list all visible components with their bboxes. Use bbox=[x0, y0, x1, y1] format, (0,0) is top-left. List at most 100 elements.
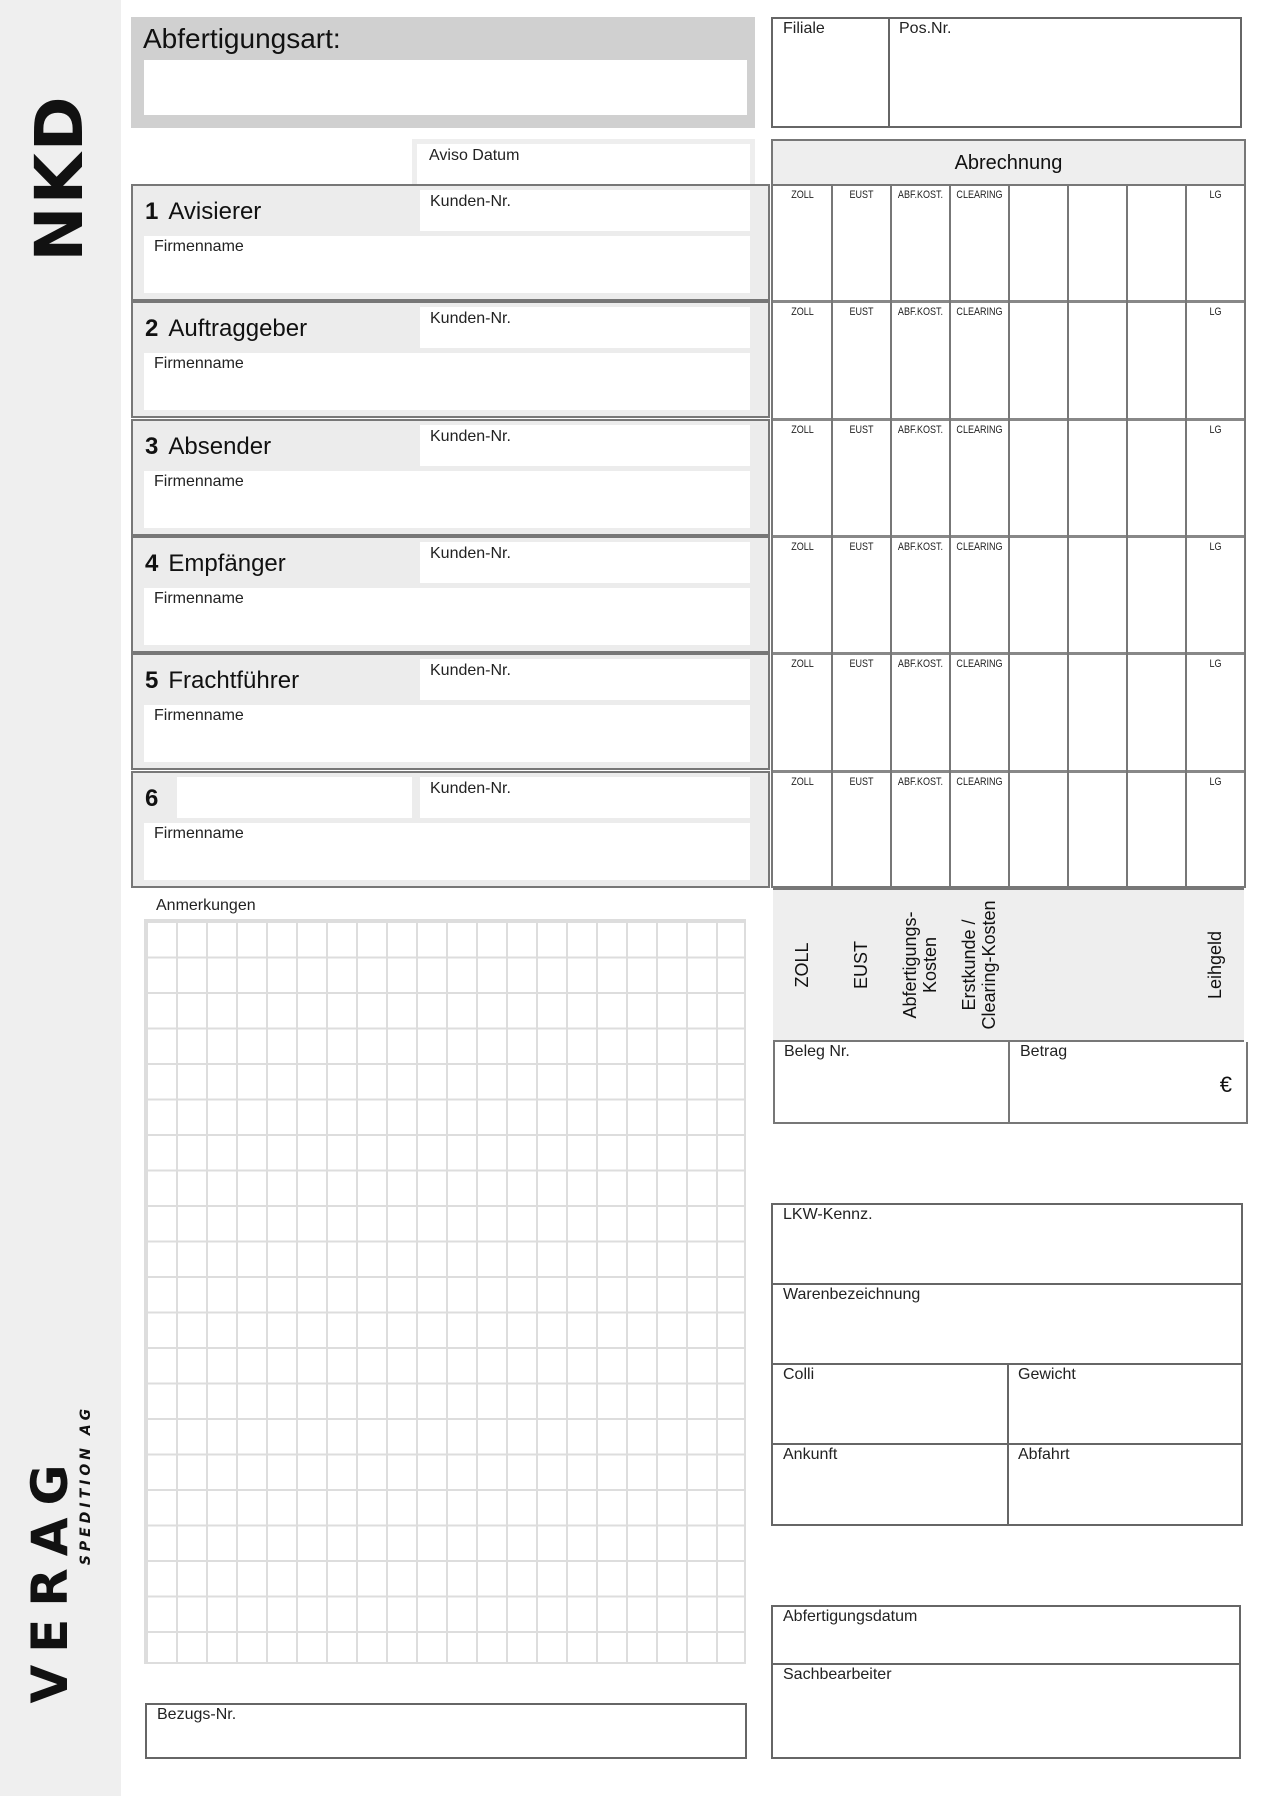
abrechnung-cell[interactable]: ABF.KOST. bbox=[897, 540, 944, 553]
abrechnung-cell[interactable] bbox=[1132, 306, 1180, 415]
party-section: 3 Absender Kunden-Nr. Firmenname bbox=[131, 418, 770, 536]
betrag-label: Betrag bbox=[1020, 1043, 1068, 1060]
abrechnung-cell[interactable]: ZOLL bbox=[791, 189, 814, 201]
abfertigungsart-field[interactable] bbox=[144, 60, 747, 115]
abrechnung-cell[interactable]: EUST bbox=[849, 189, 874, 201]
abrechnung-footer-header: ZOLL EUST Abfertigungs- Kosten Erstkunde / … bbox=[773, 888, 1244, 1042]
abrechnung-cell[interactable] bbox=[1132, 776, 1180, 885]
kunden-nr-field[interactable]: Kunden-Nr. bbox=[420, 541, 750, 583]
abrechnung-cell[interactable]: LG bbox=[1209, 658, 1222, 671]
ankunft-field[interactable]: Ankunft bbox=[773, 1445, 1009, 1524]
firmenname-label: Firmenname bbox=[154, 589, 244, 607]
aviso-datum-field[interactable]: Aviso Datum bbox=[412, 139, 755, 184]
sachbearbeiter-field[interactable]: Sachbearbeiter bbox=[773, 1665, 1239, 1757]
abrechnung-cell[interactable] bbox=[1073, 306, 1121, 415]
abrechnung-cell[interactable]: ABF.KOST. bbox=[897, 306, 944, 319]
abrechnung-cell[interactable]: EUST bbox=[849, 540, 874, 553]
firmenname-field[interactable]: Firmenname bbox=[144, 470, 750, 528]
abrechnung-cell[interactable]: EUST bbox=[849, 423, 874, 436]
beleg-nr-field[interactable]: Beleg Nr. bbox=[773, 1042, 1010, 1124]
party-section: 5 Frachtführer Kunden-Nr. Firmenname bbox=[131, 653, 770, 771]
aviso-datum-label: Aviso Datum bbox=[429, 147, 520, 164]
abrechnung-cell[interactable]: LG bbox=[1209, 189, 1222, 201]
abrechnung-cell[interactable]: ZOLL bbox=[791, 423, 814, 436]
abrechnung-cell[interactable]: ABF.KOST. bbox=[897, 775, 944, 788]
firmenname-field[interactable]: Firmenname bbox=[144, 236, 750, 293]
abrechnung-cell[interactable]: ZOLL bbox=[791, 658, 814, 671]
sachbearbeiter-label: Sachbearbeiter bbox=[783, 1666, 892, 1683]
abrechnung-cell[interactable] bbox=[1073, 189, 1121, 298]
abrechnung-table: Abrechnung ZOLL EUST ABF.KOST. CLEARING LG ZO… bbox=[771, 139, 1248, 1124]
kunden-nr-field[interactable]: Kunden-Nr. bbox=[420, 190, 750, 231]
abrechnung-cell[interactable]: ABF.KOST. bbox=[897, 423, 944, 436]
verag-logo-subtitle: SPEDITION AG bbox=[78, 1404, 94, 1566]
firmenname-field[interactable]: Firmenname bbox=[144, 822, 750, 880]
firmenname-field[interactable]: Firmenname bbox=[144, 587, 750, 645]
firmenname-field[interactable]: Firmenname bbox=[144, 353, 750, 411]
anmerkungen-grid[interactable] bbox=[144, 919, 746, 1664]
kunden-nr-field[interactable]: Kunden-Nr. bbox=[420, 307, 750, 349]
ware-field[interactable]: Warenbezeichnung bbox=[773, 1285, 1241, 1365]
abfertigungsart-label: Abfertigungsart: bbox=[143, 23, 341, 54]
filiale-pos-box: Filiale Pos.Nr. bbox=[771, 17, 1242, 128]
footer-column-label bbox=[1132, 892, 1180, 1038]
abrechnung-cell[interactable] bbox=[1014, 424, 1062, 533]
abrechnung-cell[interactable]: ZOLL bbox=[791, 775, 814, 788]
abrechnung-cell[interactable]: ZOLL bbox=[791, 540, 814, 553]
abrechnung-cell[interactable] bbox=[1132, 424, 1180, 533]
firmenname-label: Firmenname bbox=[154, 472, 244, 490]
abrechnung-cell[interactable] bbox=[1073, 424, 1121, 533]
abrechnung-cell[interactable]: EUST bbox=[849, 658, 874, 671]
abrechnung-cell[interactable] bbox=[1073, 541, 1121, 650]
abfahrt-field[interactable]: Abfahrt bbox=[1009, 1445, 1241, 1524]
footer-column-label: EUST bbox=[851, 941, 871, 990]
abrechnung-cell[interactable]: EUST bbox=[849, 775, 874, 788]
abrechnung-cell[interactable]: ABF.KOST. bbox=[897, 658, 944, 671]
kunden-nr-label: Kunden-Nr. bbox=[430, 662, 511, 680]
bezugs-nr-field[interactable]: Bezugs-Nr. bbox=[145, 1703, 747, 1759]
abrechnung-cell[interactable]: CLEARING bbox=[956, 423, 1003, 436]
abrechnung-cell[interactable]: LG bbox=[1209, 423, 1222, 436]
abrechnung-cell[interactable]: LG bbox=[1209, 306, 1222, 319]
section-name-field[interactable] bbox=[177, 776, 412, 818]
column-divider bbox=[1185, 186, 1187, 1042]
section-title: 1 Avisierer bbox=[145, 198, 262, 225]
abrechnung-cell[interactable]: LG bbox=[1209, 775, 1222, 788]
column-divider bbox=[831, 186, 833, 1042]
abrechnung-cell[interactable]: LG bbox=[1209, 540, 1222, 553]
kunden-nr-field[interactable]: Kunden-Nr. bbox=[420, 659, 750, 701]
kunden-nr-field[interactable]: Kunden-Nr. bbox=[420, 776, 750, 818]
lkw-field[interactable]: LKW-Kennz. bbox=[773, 1205, 1241, 1285]
beleg-nr-label: Beleg Nr. bbox=[784, 1043, 850, 1060]
abrechnung-cell[interactable] bbox=[1132, 541, 1180, 650]
abrechnung-cell[interactable] bbox=[1014, 658, 1062, 767]
abrechnung-cell[interactable] bbox=[1014, 306, 1062, 415]
abrechnung-cell[interactable]: CLEARING bbox=[956, 540, 1003, 553]
abrechnung-cell[interactable]: CLEARING bbox=[956, 775, 1003, 788]
abrechnung-cell[interactable]: CLEARING bbox=[956, 189, 1003, 201]
ware-label: Warenbezeichnung bbox=[783, 1286, 921, 1303]
betrag-field[interactable]: Betrag € bbox=[1008, 1042, 1248, 1124]
transport-box: LKW-Kennz. Warenbezeichnung Colli Gewich… bbox=[771, 1203, 1243, 1526]
abrechnung-cell[interactable] bbox=[1073, 776, 1121, 885]
colli-field[interactable]: Colli bbox=[773, 1365, 1009, 1445]
firmenname-label: Firmenname bbox=[154, 707, 244, 725]
abrechnung-cell[interactable] bbox=[1014, 189, 1062, 298]
abrechnung-cell[interactable] bbox=[1132, 658, 1180, 767]
abrechnung-cell[interactable]: CLEARING bbox=[956, 306, 1003, 319]
abrechnung-title: Abrechnung bbox=[773, 141, 1244, 186]
abrechnung-cell[interactable]: ZOLL bbox=[791, 306, 814, 319]
kunden-nr-field[interactable]: Kunden-Nr. bbox=[420, 424, 750, 466]
abrechnung-cell[interactable] bbox=[1132, 189, 1180, 298]
abrechnung-cell[interactable]: ABF.KOST. bbox=[897, 189, 944, 201]
colli-label: Colli bbox=[783, 1366, 815, 1383]
abrechnung-cell[interactable] bbox=[1073, 658, 1121, 767]
abrechnung-cell[interactable] bbox=[1014, 776, 1062, 885]
abrechnung-cell[interactable] bbox=[1014, 541, 1062, 650]
firmenname-field[interactable]: Firmenname bbox=[144, 705, 750, 763]
abrechnung-cell[interactable]: EUST bbox=[849, 306, 874, 319]
abfertigungsdatum-field[interactable]: Abfertigungsdatum bbox=[773, 1607, 1239, 1665]
column-divider bbox=[1067, 186, 1069, 1042]
abrechnung-cell[interactable]: CLEARING bbox=[956, 658, 1003, 671]
gewicht-field[interactable]: Gewicht bbox=[1009, 1365, 1241, 1445]
